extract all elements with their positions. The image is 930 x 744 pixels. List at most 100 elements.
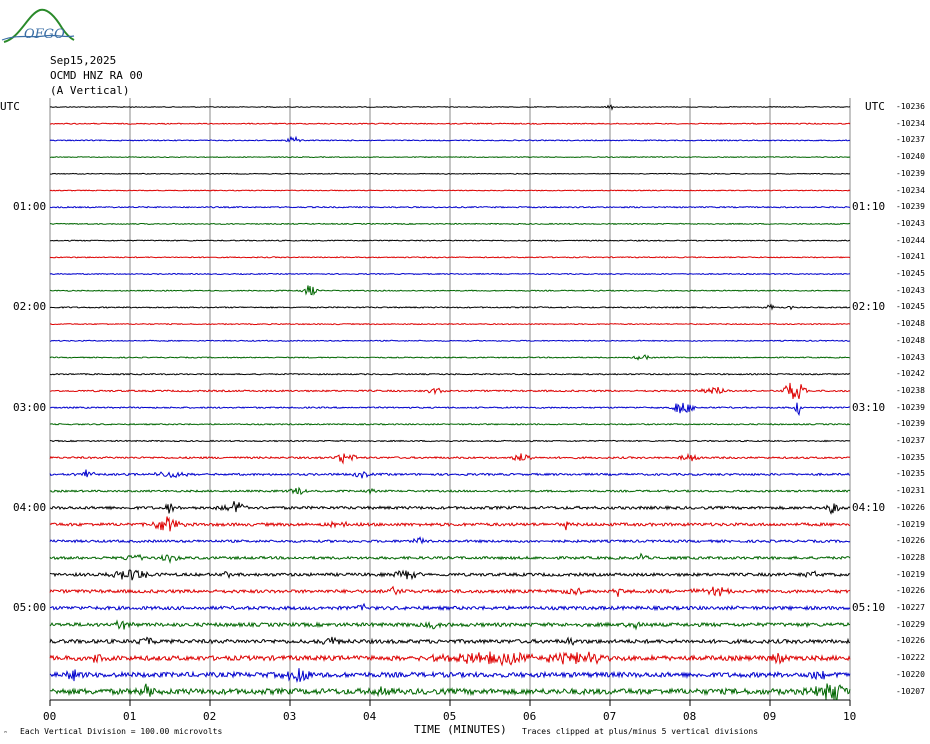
logo-swoosh-icon <box>1 8 75 43</box>
hour-label-right: 04:10 <box>852 500 886 514</box>
row-value-label: -10231 <box>896 486 925 496</box>
utc-label-left: UTC <box>0 100 20 113</box>
trace-row-10 <box>49 272 851 276</box>
row-value-label: -10243 <box>896 285 925 295</box>
trace-row-8 <box>49 239 850 242</box>
station-id: OCMD HNZ RA 00 <box>50 69 143 82</box>
x-tick-label: 01 <box>123 710 137 723</box>
logo: OFGO <box>0 4 76 46</box>
trace-row-20 <box>49 439 851 443</box>
hour-label-left: 02:00 <box>13 300 47 314</box>
row-value-label: -10235 <box>896 452 925 462</box>
x-tick-label: 05 <box>443 710 457 723</box>
trace-row-12 <box>49 303 851 311</box>
row-value-label: -10243 <box>896 218 925 228</box>
row-value-label: -10248 <box>896 335 925 345</box>
x-tick-label: 03 <box>283 710 297 723</box>
trace-row-33 <box>49 651 851 667</box>
trace-row-22 <box>49 469 851 479</box>
trace-row-11 <box>49 285 851 296</box>
row-value-label: -10239 <box>896 402 925 412</box>
trace-row-19 <box>49 422 851 426</box>
row-value-label: -10237 <box>896 436 925 445</box>
trace-row-14 <box>49 339 851 342</box>
row-value-label: -10245 <box>896 269 925 278</box>
trace-row-9 <box>49 256 851 259</box>
trace-row-34 <box>49 668 851 683</box>
x-tick-label: 09 <box>763 710 777 723</box>
hour-label-right: 02:10 <box>852 300 886 314</box>
trace-row-13 <box>49 322 851 326</box>
trace-row-23 <box>49 486 851 496</box>
trace-row-31 <box>49 619 851 631</box>
row-value-label: -10234 <box>896 185 925 195</box>
footer-scale-note: Each Vertical Division = 100.00 microvol… <box>20 727 223 736</box>
row-value-label: -10219 <box>896 519 925 529</box>
hour-label-left: 04:00 <box>13 500 47 514</box>
row-value-label: -10239 <box>896 168 925 178</box>
footer-clip-note: Traces clipped at plus/minus 5 vertical … <box>522 727 759 736</box>
trace-row-25 <box>49 516 851 532</box>
x-tick-label: 10 <box>843 710 857 723</box>
trace-row-17 <box>49 382 851 400</box>
trace-row-26 <box>49 536 851 545</box>
row-value-label: -10242 <box>896 369 925 379</box>
trace-row-29 <box>49 585 851 597</box>
row-value-label: -10228 <box>896 552 925 562</box>
hour-label-left: 05:00 <box>13 601 47 614</box>
channel-label: (A Vertical) <box>50 84 130 97</box>
trace-row-2 <box>49 135 851 143</box>
trace-row-16 <box>49 372 851 376</box>
logo-wave-icon <box>1 34 75 41</box>
trace-row-1 <box>49 122 851 125</box>
row-value-label: -10219 <box>896 569 925 579</box>
row-value-label: -10226 <box>896 536 925 546</box>
trace-row-7 <box>49 222 851 226</box>
trace-row-4 <box>50 172 851 175</box>
trace-row-6 <box>49 205 851 209</box>
trace-row-0 <box>49 104 851 111</box>
hour-label-right: 03:10 <box>852 400 886 414</box>
row-value-label: -10237 <box>896 135 925 145</box>
x-tick-label: 07 <box>603 710 617 723</box>
x-tick-label: 00 <box>43 710 57 723</box>
row-value-label: -10243 <box>896 352 925 362</box>
hour-label-left: 01:00 <box>13 200 47 214</box>
trace-row-3 <box>49 156 851 159</box>
trace-row-32 <box>49 636 851 646</box>
row-value-label: -10235 <box>896 469 925 479</box>
trace-row-28 <box>49 569 851 581</box>
row-value-label: -10227 <box>896 603 925 612</box>
utc-label-right: UTC <box>865 100 885 113</box>
row-value-label: -10241 <box>896 252 925 262</box>
row-value-label: -10226 <box>896 636 925 646</box>
row-value-label: -10248 <box>896 319 925 329</box>
row-value-label: -10238 <box>896 385 925 395</box>
trace-row-21 <box>49 452 851 465</box>
trace-row-24 <box>49 501 851 515</box>
row-value-label: -10207 <box>896 686 925 696</box>
trace-row-15 <box>49 354 851 361</box>
row-value-label: -10226 <box>896 586 925 596</box>
row-value-label: -10240 <box>896 152 925 162</box>
row-value-label: -10239 <box>896 202 925 212</box>
x-tick-label: 02 <box>203 710 217 723</box>
logo-mountain-icon <box>3 8 75 43</box>
hour-label-left: 03:00 <box>13 400 47 414</box>
trace-row-18 <box>50 402 850 417</box>
row-value-label: -10222 <box>896 653 925 663</box>
x-tick-label: 06 <box>523 710 537 723</box>
trace-row-30 <box>49 602 851 612</box>
plot-date: Sep15,2025 <box>50 54 117 67</box>
trace-row-5 <box>49 189 851 192</box>
row-value-label: -10236 <box>896 102 925 111</box>
trace-row-27 <box>49 552 851 565</box>
trace-row-35 <box>49 683 851 700</box>
row-value-label: -10229 <box>896 619 925 629</box>
row-value-label: -10226 <box>896 502 925 512</box>
x-tick-label: 04 <box>363 710 377 723</box>
row-value-label: -10244 <box>896 235 925 245</box>
row-value-label: -10239 <box>896 419 925 429</box>
hour-label-right: 05:10 <box>852 601 886 614</box>
